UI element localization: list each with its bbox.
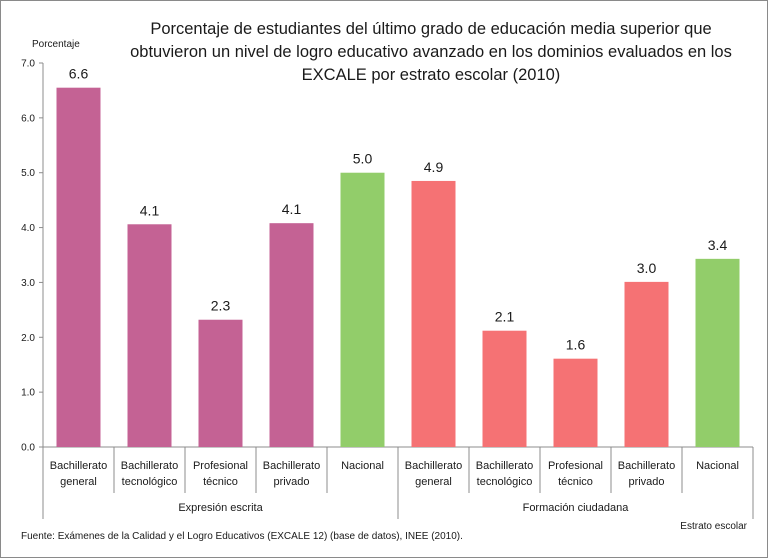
data-label: 5.0 (353, 151, 373, 167)
category-label: privado (628, 476, 664, 488)
category-label: Nacional (341, 460, 384, 472)
y-axis-label: Porcentaje (32, 39, 80, 50)
category-label: general (415, 476, 452, 488)
bar (198, 319, 243, 447)
data-label: 6.6 (69, 66, 89, 82)
chart-title: Porcentaje de estudiantes del último gra… (130, 20, 732, 84)
category-label: Bachillerato (263, 460, 320, 472)
bar (340, 172, 385, 447)
bar (411, 180, 456, 447)
bar (553, 358, 598, 447)
category-label: técnico (203, 476, 238, 488)
data-label: 3.4 (708, 237, 728, 253)
group-label: Formación ciudadana (523, 502, 630, 514)
data-label: 2.1 (495, 309, 515, 325)
category-label: Bachillerato (476, 460, 533, 472)
bar (269, 223, 314, 447)
category-label: Profesional (548, 460, 603, 472)
y-tick-label: 5.0 (21, 168, 35, 179)
y-tick-label: 7.0 (21, 59, 35, 70)
category-label: Nacional (696, 460, 739, 472)
data-label: 4.1 (282, 201, 302, 217)
bar (127, 224, 172, 447)
y-tick-label: 3.0 (21, 278, 35, 289)
bar (56, 87, 101, 447)
y-tick-label: 4.0 (21, 223, 35, 234)
y-tick-label: 1.0 (21, 388, 35, 399)
category-label: tecnológico (477, 476, 533, 488)
y-tick-label: 6.0 (21, 113, 35, 124)
y-tick-label: 0.0 (21, 443, 35, 454)
category-label: privado (273, 476, 309, 488)
category-label: Bachillerato (618, 460, 675, 472)
bar (624, 281, 669, 447)
source-note: Fuente: Exámenes de la Calidad y el Logr… (21, 531, 463, 542)
data-label: 3.0 (637, 260, 657, 276)
category-label: técnico (558, 476, 593, 488)
bar (482, 330, 527, 447)
data-label: 2.3 (211, 298, 231, 314)
data-label: 4.9 (424, 159, 444, 175)
x-axis-label: Estrato escolar (680, 521, 747, 532)
category-label: Bachillerato (121, 460, 178, 472)
category-label: Profesional (193, 460, 248, 472)
bar (695, 258, 740, 447)
category-label: tecnológico (122, 476, 178, 488)
data-label: 1.6 (566, 337, 586, 353)
y-tick-label: 2.0 (21, 333, 35, 344)
category-label: Bachillerato (405, 460, 462, 472)
group-label: Expresión escrita (178, 502, 263, 514)
data-label: 4.1 (140, 202, 160, 218)
category-label: general (60, 476, 97, 488)
category-label: Bachillerato (50, 460, 107, 472)
